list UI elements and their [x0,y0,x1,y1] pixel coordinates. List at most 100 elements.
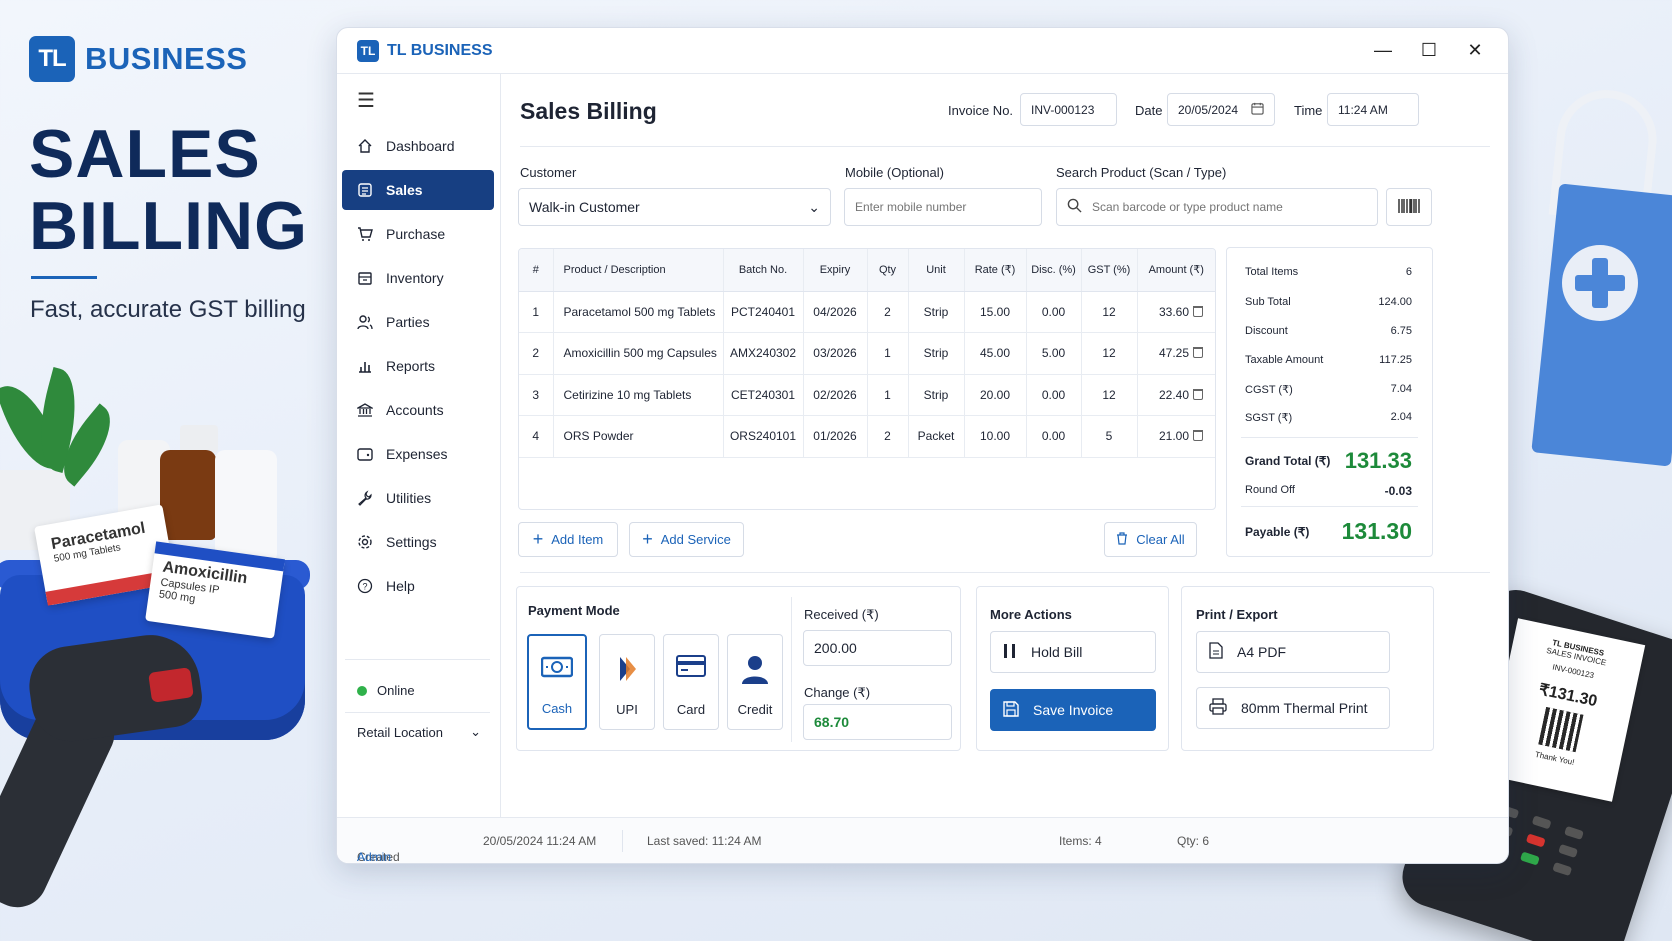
cell-unit: Strip [908,374,965,416]
promo-title-line1: SALES [29,116,261,192]
sidebar-item-reports[interactable]: Reports [342,346,494,386]
sidebar-item-dashboard[interactable]: Dashboard [342,126,494,166]
created-by-user[interactable]: Admin [357,850,392,864]
sidebar-item-label: Accounts [386,402,444,418]
sidebar-item-label: Reports [386,358,436,374]
minimize-icon[interactable]: — [1374,40,1392,60]
search-label: Search Product (Scan / Type) [1056,165,1227,180]
bottle-white [215,450,277,560]
sidebar-item-purchase[interactable]: Purchase [342,214,494,254]
cell-disc: 0.00 [1026,291,1082,333]
maximize-icon[interactable]: ☐ [1420,40,1438,60]
sidebar-item-accounts[interactable]: Accounts [342,390,494,430]
cell-gst: 12 [1081,291,1138,333]
sidebar-item-utilities[interactable]: Utilities [342,478,494,518]
thermal-print-button[interactable]: 80mm Thermal Print [1196,687,1390,729]
sidebar-item-label: Help [386,578,415,594]
cell-batch: PCT240401 [723,291,804,333]
bank-icon [356,401,374,419]
promo-divider [31,276,97,279]
cell-product: Cetirizine 10 mg Tablets [553,374,724,416]
table-header-row: # Product / Description Batch No. Expiry… [519,249,1215,292]
total-items-row: Total Items 6 [1245,266,1412,278]
sidebar-item-expenses[interactable]: Expenses [342,434,494,474]
received-input[interactable]: 200.00 [803,630,952,666]
barcode-scan-button[interactable] [1386,188,1432,226]
promo-title: SALES BILLING [29,118,308,262]
location-select[interactable]: Retail Location ⌄ [357,724,481,740]
sub-total-label: Sub Total [1245,296,1291,308]
cell-qty[interactable]: 2 [867,291,909,333]
sidebar-item-label: Purchase [386,226,446,242]
table-row[interactable]: 1 Paracetamol 500 mg Tablets PCT240401 0… [519,291,1215,333]
date-field[interactable]: 20/05/2024 [1167,93,1275,126]
sidebar-nav: Dashboard Sales Purchase Inventory Parti… [342,126,494,610]
invoice-no-field[interactable]: INV-000123 [1020,93,1117,126]
menu-icon[interactable]: ☰ [357,90,375,112]
printer-icon [1209,698,1227,718]
cell-amount: 21.00 [1137,415,1215,458]
sidebar-item-help[interactable]: ? Help [342,566,494,606]
print-export-title: Print / Export [1196,607,1278,622]
col-header: Unit [908,249,965,292]
payment-panel: Payment Mode Cash UPI Card Credit Receiv… [516,586,961,751]
sgst-row: SGST (₹) 2.04 [1245,411,1412,424]
clear-all-button[interactable]: Clear All [1104,522,1197,557]
mobile-label: Mobile (Optional) [845,165,944,180]
add-item-button[interactable]: + Add Item [518,522,618,557]
time-field[interactable]: 11:24 AM [1327,93,1419,126]
search-input[interactable] [1092,200,1362,214]
payment-mode-card[interactable]: Card [663,634,719,730]
hold-bill-button[interactable]: Hold Bill [990,631,1156,673]
trash-icon [1116,531,1128,548]
sidebar-item-inventory[interactable]: Inventory [342,258,494,298]
calendar-icon[interactable] [1251,102,1264,118]
app-logo-icon: TL [357,39,379,62]
svg-text:?: ? [362,582,367,592]
plus-icon: + [532,529,544,549]
table-row[interactable]: 4 ORS Powder ORS240101 01/2026 2 Packet … [519,415,1215,458]
grand-total-value: 131.33 [1344,448,1412,473]
payment-mode-cash[interactable]: Cash [527,634,587,730]
payment-mode-credit[interactable]: Credit [727,634,783,730]
delete-icon[interactable] [1193,305,1203,317]
cell-product: ORS Powder [553,415,724,458]
delete-icon[interactable] [1193,430,1203,442]
cell-amount: 47.25 [1137,332,1215,375]
change-label: Change (₹) [804,685,871,700]
table-row[interactable]: 2 Amoxicillin 500 mg Capsules AMX240302 … [519,332,1215,375]
location-label: Retail Location [357,724,443,740]
promo-title-line2: BILLING [29,188,308,264]
close-icon[interactable]: ✕ [1467,40,1483,60]
mobile-input[interactable] [844,188,1042,226]
table-row[interactable]: 3 Cetirizine 10 mg Tablets CET240301 02/… [519,374,1215,416]
created-at: 20/05/2024 11:24 AM [483,834,597,848]
customer-select[interactable]: Walk-in Customer ⌄ [518,188,831,226]
cell-qty[interactable]: 2 [867,415,909,458]
a4-pdf-button[interactable]: A4 PDF [1196,631,1390,673]
save-invoice-button[interactable]: Save Invoice [990,689,1156,731]
add-item-label: Add Item [551,532,604,547]
cell-index: 1 [519,291,554,333]
cell-qty[interactable]: 1 [867,332,909,375]
sidebar-item-settings[interactable]: Settings [342,522,494,562]
sidebar-item-label: Utilities [386,490,432,506]
cell-rate: 45.00 [964,332,1027,375]
sidebar-item-sales[interactable]: Sales [342,170,494,210]
discount-row: Discount 6.75 [1245,325,1412,337]
add-service-button[interactable]: + Add Service [629,522,744,557]
product-search[interactable] [1056,188,1378,226]
sidebar-item-parties[interactable]: Parties [342,302,494,342]
payment-mode-label: Credit [737,702,773,717]
chart-icon [356,357,374,375]
cell-unit: Strip [908,291,965,333]
payment-mode-upi[interactable]: UPI [599,634,655,730]
section-divider [520,572,1490,573]
online-status-icon [357,685,367,696]
delete-icon[interactable] [1193,388,1203,400]
promo-subtitle: Fast, accurate GST billing [30,296,306,323]
delete-icon[interactable] [1193,347,1203,359]
cell-gst: 5 [1081,415,1138,458]
cell-qty[interactable]: 1 [867,374,909,416]
received-label: Received (₹) [804,607,879,622]
